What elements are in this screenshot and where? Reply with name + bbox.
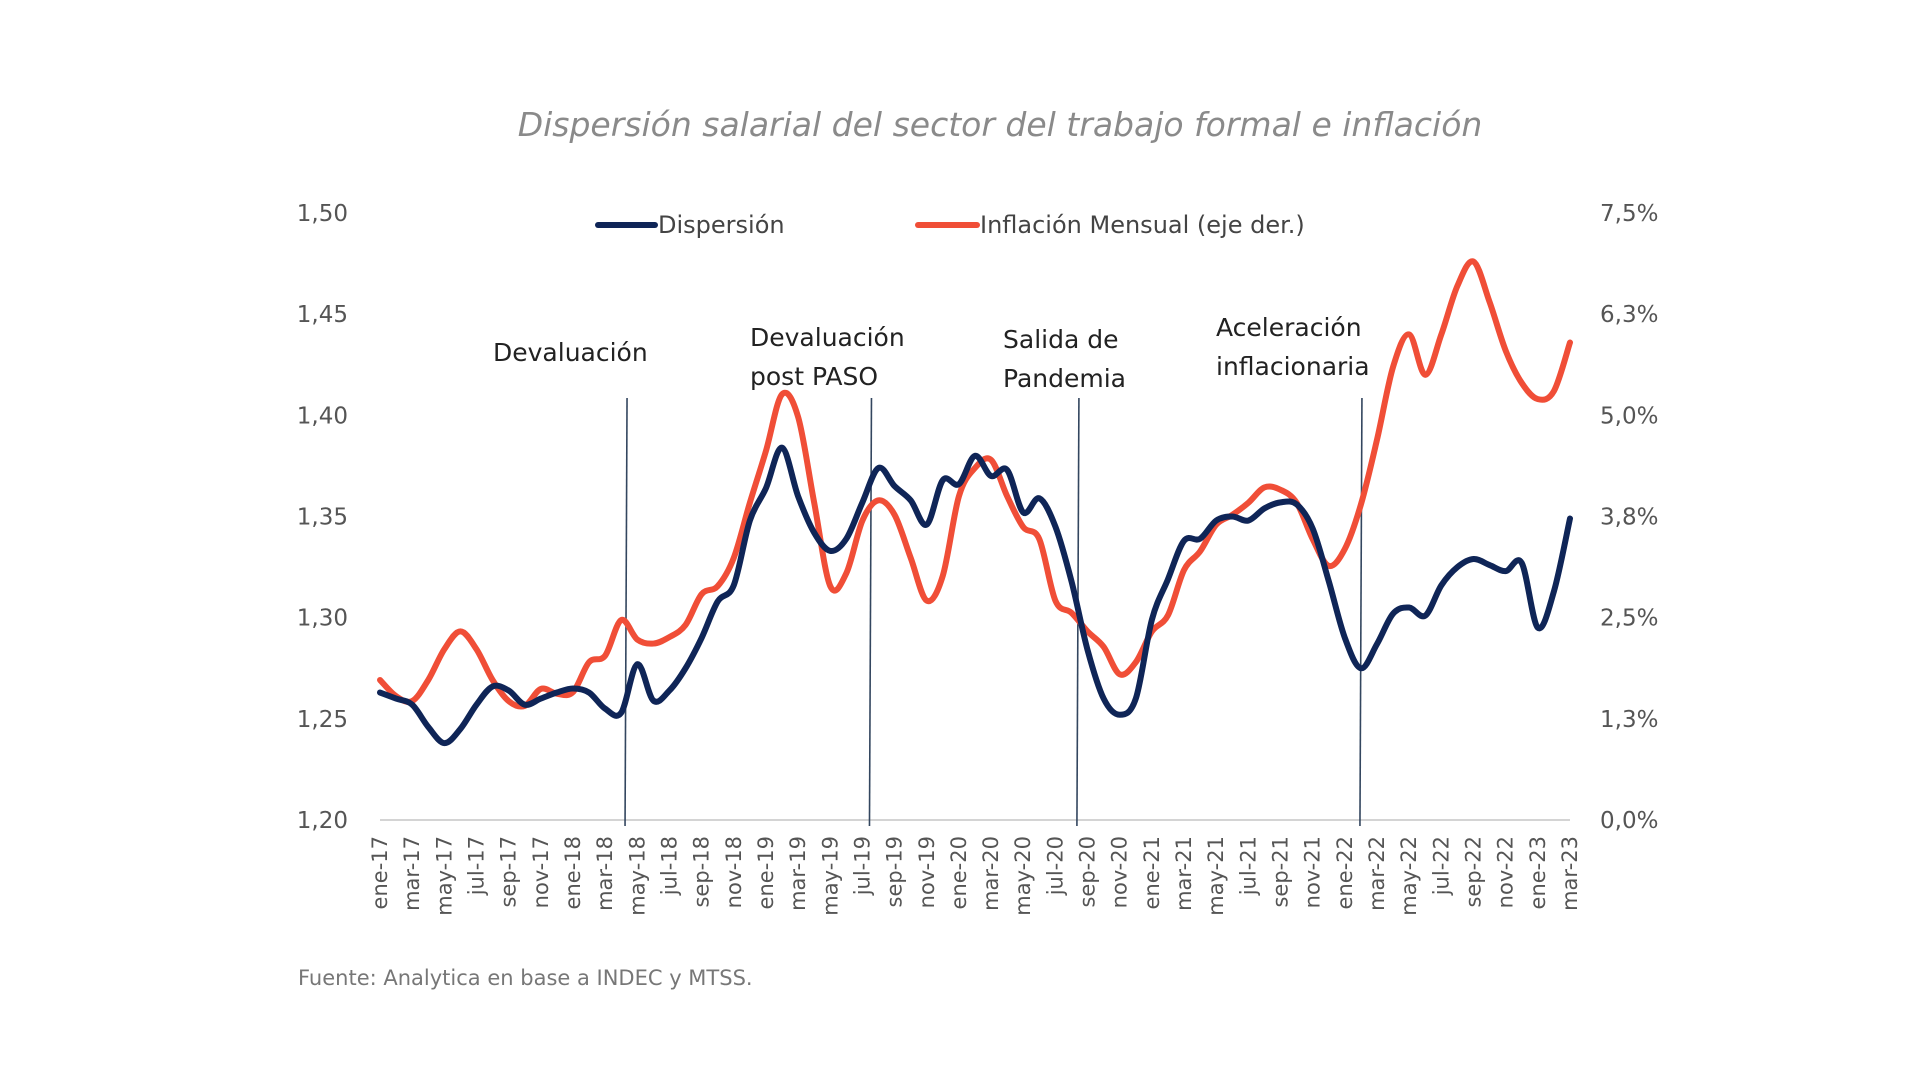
y-right-tick-label: 5,0%: [1600, 403, 1658, 429]
legend: Dispersión Inflación Mensual (eje der.): [595, 211, 1305, 239]
x-axis: ene-17 mar-17 may-17 jul-17 sep-17 nov-17 ene-…: [368, 836, 1582, 916]
x-tick-label: ene-20: [947, 836, 971, 909]
x-tick-label: may-17: [432, 836, 456, 916]
x-tick-label: sep-19: [883, 836, 907, 908]
y-right-tick-label: 3,8%: [1600, 505, 1658, 531]
x-tick-label: nov-20: [1108, 836, 1132, 908]
y-right-tick-label: 0,0%: [1600, 808, 1658, 834]
annotation-label: Pandemia: [1003, 364, 1126, 393]
x-tick-label: jul-21: [1236, 836, 1260, 896]
x-tick-label: ene-19: [754, 836, 778, 909]
x-tick-label: may-20: [1011, 836, 1035, 916]
y-axis-left: 1,20 1,25 1,30 1,35 1,40 1,45 1,50: [297, 201, 348, 834]
series-line-inflacion: [377, 258, 1573, 710]
series-group: [377, 258, 1573, 747]
annotation-label: Devaluación: [750, 323, 905, 352]
y-left-tick-label: 1,25: [297, 707, 348, 733]
y-right-tick-label: 1,3%: [1600, 707, 1658, 733]
x-tick-label: ene-23: [1526, 836, 1550, 909]
x-tick-label: sep-22: [1462, 836, 1486, 908]
x-tick-label: jul-18: [657, 836, 681, 896]
x-tick-label: ene-17: [368, 836, 392, 909]
x-tick-label: mar-23: [1558, 836, 1582, 911]
y-left-tick-label: 1,30: [297, 606, 348, 632]
annotation-line: [624, 397, 628, 827]
annotation-line: [1359, 397, 1363, 827]
x-tick-label: mar-19: [786, 836, 810, 911]
x-tick-label: mar-21: [1172, 836, 1196, 911]
annotation-label: inflacionaria: [1216, 352, 1370, 381]
x-tick-label: mar-20: [979, 836, 1003, 911]
x-tick-label: nov-18: [722, 836, 746, 908]
x-tick-label: jul-20: [1043, 836, 1067, 896]
x-tick-label: jul-22: [1429, 836, 1453, 896]
y-right-tick-label: 6,3%: [1600, 302, 1658, 328]
x-tick-label: mar-18: [593, 836, 617, 911]
x-tick-label: sep-17: [497, 836, 521, 908]
legend-label-inflacion: Inflación Mensual (eje der.): [980, 211, 1305, 239]
x-tick-label: nov-22: [1494, 836, 1518, 908]
x-tick-label: ene-18: [561, 836, 585, 909]
x-tick-label: jul-17: [464, 836, 488, 896]
x-tick-label: nov-21: [1301, 836, 1325, 908]
annotation-line: [868, 397, 873, 827]
y-right-tick-label: 2,5%: [1600, 606, 1658, 632]
y-left-tick-label: 1,35: [297, 505, 348, 531]
x-tick-label: mar-22: [1365, 836, 1389, 911]
series-line-dispersion: [377, 444, 1573, 747]
x-tick-label: ene-21: [1140, 836, 1164, 909]
x-tick-label: sep-21: [1269, 836, 1293, 908]
x-tick-label: ene-22: [1333, 836, 1357, 909]
x-tick-label: may-19: [818, 836, 842, 916]
x-tick-label: jul-19: [850, 836, 874, 896]
y-right-tick-label: 7,5%: [1600, 201, 1658, 227]
x-tick-label: may-21: [1204, 836, 1228, 916]
y-left-tick-label: 1,50: [297, 201, 348, 227]
y-left-tick-label: 1,20: [297, 808, 348, 834]
x-tick-label: sep-20: [1076, 836, 1100, 908]
annotation-label: post PASO: [750, 362, 878, 391]
x-tick-label: nov-17: [529, 836, 553, 908]
x-tick-label: nov-19: [915, 836, 939, 908]
x-tick-label: sep-18: [690, 836, 714, 908]
chart-title: Dispersión salarial del sector del traba…: [518, 105, 1483, 144]
annotations: Devaluación Devaluación post PASO Salida de…: [493, 313, 1370, 827]
x-tick-label: mar-17: [400, 836, 424, 911]
x-tick-label: may-18: [625, 836, 649, 916]
y-left-tick-label: 1,45: [297, 302, 348, 328]
source-note: Fuente: Analytica en base a INDEC y MTSS…: [298, 966, 753, 990]
y-axis-right: 0,0% 1,3% 2,5% 3,8% 5,0% 6,3% 7,5%: [1600, 201, 1658, 834]
annotation-label: Devaluación: [493, 338, 648, 367]
annotation-label: Salida de: [1003, 325, 1118, 354]
x-tick-label: may-22: [1397, 836, 1421, 916]
y-left-tick-label: 1,40: [297, 403, 348, 429]
legend-label-dispersion: Dispersión: [658, 211, 785, 239]
annotation-label: Aceleración: [1216, 313, 1362, 342]
